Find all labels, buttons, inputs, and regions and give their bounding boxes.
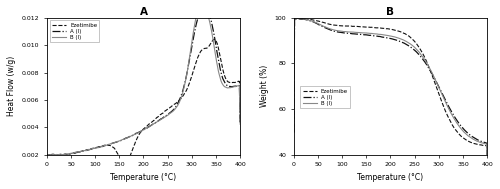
Ezetimibe [446,116,452,118]
Ezetimibe [237,121,243,123]
B (I) [198,4,204,6]
B (I) [129,134,135,137]
X-axis label: Temperature (°C): Temperature (°C) [358,173,424,182]
Legend: Ezetimibe, A (I), B (I): Ezetimibe, A (I), B (I) [300,86,350,108]
Ezetimibe [376,27,382,29]
Ezetimibe [442,108,448,111]
A (I) [201,7,207,9]
Ezetimibe [484,182,490,184]
A (I) [198,9,204,12]
Ezetimibe [291,132,297,134]
Line: Ezetimibe: Ezetimibe [47,39,240,169]
A (I) [291,131,297,133]
B (I) [310,21,316,23]
Line: A (I): A (I) [294,18,487,182]
A (I) [44,167,50,170]
B (I) [369,32,375,35]
A (I) [194,18,200,20]
B (I) [291,131,297,133]
Ezetimibe [194,57,200,59]
A (I) [376,35,382,38]
Ezetimibe [176,99,182,101]
Y-axis label: Weight (%): Weight (%) [260,65,269,107]
A (I) [176,98,182,101]
Line: A (I): A (I) [47,8,240,168]
Ezetimibe [64,154,70,156]
Legend: Ezetimibe, A (I), B (I): Ezetimibe, A (I), B (I) [50,20,100,42]
A (I) [64,153,70,156]
B (I) [44,167,50,170]
A (I) [122,137,128,140]
B (I) [292,17,298,19]
B (I) [376,33,382,36]
A (I) [424,64,430,66]
B (I) [446,107,452,109]
B (I) [424,62,430,64]
B (I) [198,4,204,6]
A (I) [237,123,243,125]
Ezetimibe [211,38,217,40]
A (I) [442,98,448,100]
A (I) [484,181,490,183]
A (I) [310,21,316,23]
Title: A: A [140,7,147,17]
Line: B (I): B (I) [47,5,240,168]
Ezetimibe [369,26,375,28]
Ezetimibe [424,61,430,63]
B (I) [176,101,182,103]
Line: B (I): B (I) [294,18,487,182]
Title: B: B [386,7,394,17]
X-axis label: Temperature (°C): Temperature (°C) [110,173,176,182]
B (I) [442,99,448,102]
B (I) [64,153,70,155]
Ezetimibe [129,150,135,152]
Ezetimibe [198,50,204,52]
A (I) [292,17,298,19]
B (I) [484,181,490,184]
B (I) [194,10,200,12]
A (I) [129,135,135,137]
Ezetimibe [310,19,316,21]
Ezetimibe [295,18,301,20]
Ezetimibe [44,167,50,170]
A (I) [446,105,452,107]
B (I) [237,123,243,125]
Y-axis label: Heat Flow (w/g): Heat Flow (w/g) [7,56,16,116]
Line: Ezetimibe: Ezetimibe [294,19,487,183]
Ezetimibe [122,162,128,164]
B (I) [122,138,128,140]
A (I) [369,34,375,37]
